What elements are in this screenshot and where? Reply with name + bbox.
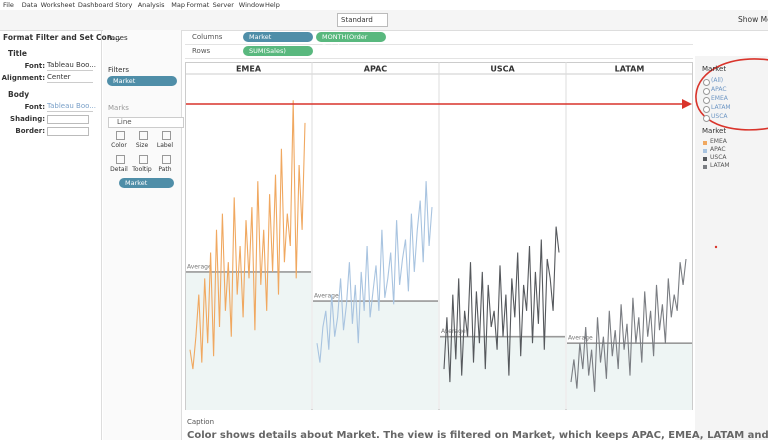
show-me: Show Me — [738, 15, 768, 24]
marks-pill: Market — [119, 178, 174, 188]
column-header: EMEA — [236, 65, 262, 74]
legend-pane — [695, 56, 768, 440]
menu-item: Data — [22, 1, 38, 9]
filter-option: APAC — [711, 86, 727, 93]
legend-title: Market — [702, 127, 726, 135]
format-title: Format Filter and Set Con... — [3, 33, 121, 42]
reference-band — [440, 337, 565, 410]
mark-icon — [116, 155, 125, 164]
radio — [703, 106, 710, 113]
column-header: LATAM — [615, 65, 645, 74]
caption-text: Color shows details about Market. The vi… — [187, 430, 768, 440]
mark-icon — [139, 155, 148, 164]
legend-swatch — [703, 149, 707, 153]
mark-type: Line — [108, 117, 184, 128]
mark-button: Detail — [108, 166, 130, 173]
radio — [703, 79, 710, 86]
radio — [703, 88, 710, 95]
mark-button: Label — [154, 142, 176, 149]
legend-entry: EMEA — [710, 138, 727, 145]
shelf-label: Columns — [192, 33, 222, 41]
filter-option: LATAM — [711, 104, 731, 111]
menu-item: Map — [171, 1, 185, 9]
filter-title: Market — [702, 65, 726, 73]
row-value: Tableau Boo... — [47, 61, 93, 71]
average-label: Average — [568, 335, 593, 342]
radio — [703, 97, 710, 104]
legend-entry: APAC — [710, 146, 726, 153]
average-label: Average — [441, 328, 466, 335]
shelf-pill: Market — [243, 32, 313, 42]
legend-swatch — [703, 141, 707, 145]
filters-title: Filters — [108, 66, 129, 74]
caption-title: Caption — [187, 418, 214, 426]
mark-button: Color — [108, 142, 130, 149]
fit-dropdown: Standard — [337, 13, 388, 27]
legend-swatch — [703, 157, 707, 161]
radio — [703, 115, 710, 122]
row-value: Center — [47, 73, 93, 83]
legend-swatch — [703, 165, 707, 169]
menu-item: Format — [186, 1, 209, 9]
row-control — [47, 115, 89, 124]
menu-item: Dashboard — [78, 1, 113, 9]
mark-button: Tooltip — [131, 166, 153, 173]
filter-option: (All) — [711, 77, 723, 84]
row-label: Alignment: — [2, 74, 45, 82]
filter-option: EMEA — [711, 95, 728, 102]
menu-item: Server — [213, 1, 234, 9]
marks-title: Marks — [108, 104, 129, 112]
menu-item: File — [3, 1, 14, 9]
menu-item: Window — [239, 1, 265, 9]
row-label: Font: — [25, 62, 45, 70]
menu-item: Story — [115, 1, 132, 9]
section-heading: Title — [8, 49, 27, 58]
shelf-line — [185, 44, 693, 45]
filter-pill: Market — [107, 76, 177, 86]
legend-entry: USCA — [710, 154, 727, 161]
view: EMEA Average APAC Average USCA Average LATAM Av… — [185, 62, 693, 410]
menu-item: Analysis — [138, 1, 165, 9]
mark-icon — [116, 131, 125, 140]
mark-icon — [162, 131, 171, 140]
menu-item: Worksheet — [41, 1, 76, 9]
shelf-pill: SUM(Sales) — [243, 46, 313, 56]
legend-entry: LATAM — [710, 162, 730, 169]
filter-option: USCA — [711, 113, 728, 120]
row-value: Tableau Boo... — [47, 102, 93, 112]
menu-item: Help — [265, 1, 280, 9]
mark-icon — [139, 131, 148, 140]
row-label: Font: — [25, 103, 45, 111]
average-label: Average — [187, 263, 212, 270]
mark-button: Path — [154, 166, 176, 173]
pages-card: Pages — [107, 34, 128, 42]
row-label: Shading: — [10, 115, 45, 123]
average-label: Average — [314, 293, 339, 300]
column-header: USCA — [490, 65, 515, 74]
reference-band — [313, 301, 438, 410]
row-label: Border: — [15, 127, 45, 135]
mark-button: Size — [131, 142, 153, 149]
reference-band — [567, 343, 692, 410]
cards-column — [103, 30, 182, 440]
column-header: APAC — [364, 65, 388, 74]
shelf-label: Rows — [192, 47, 210, 55]
section-heading: Body — [8, 90, 29, 99]
shelf-line — [185, 58, 693, 59]
shelf-pill: MONTH(Order Date) — [316, 32, 386, 42]
row-control — [47, 127, 89, 136]
mark-icon — [162, 155, 171, 164]
